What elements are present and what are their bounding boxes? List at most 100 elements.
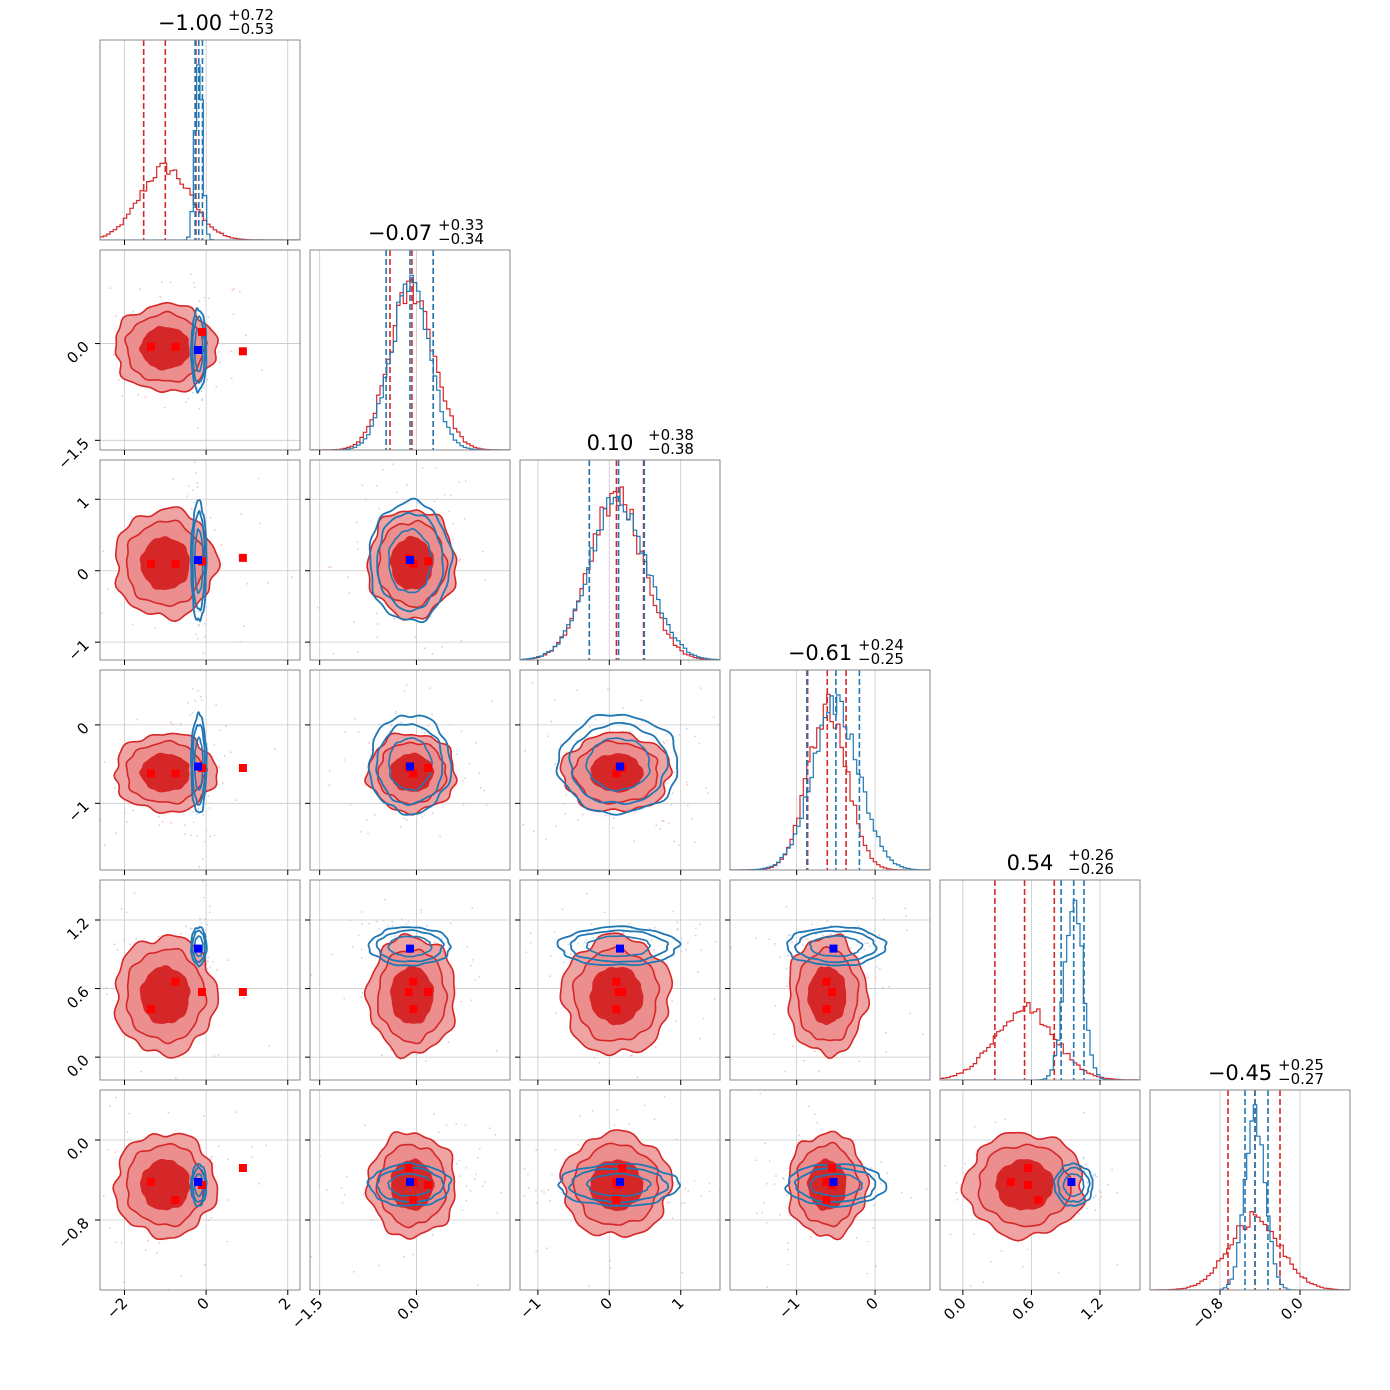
marker-series-1 bbox=[406, 1178, 414, 1186]
sample-dot-series-1 bbox=[207, 956, 210, 959]
sample-dot-series-0 bbox=[982, 1281, 985, 1284]
sample-dot-series-0 bbox=[109, 1105, 111, 1107]
sample-dot-series-1 bbox=[361, 991, 364, 994]
sample-dot-series-0 bbox=[433, 1112, 435, 1115]
sample-dot-series-0 bbox=[114, 787, 116, 789]
sample-dot-series-0 bbox=[431, 653, 434, 655]
contour-outer-series-1 bbox=[190, 926, 208, 968]
sample-dot-series-1 bbox=[204, 635, 206, 638]
sample-dot-series-1 bbox=[723, 955, 725, 957]
marker-series-0 bbox=[147, 1005, 155, 1014]
sample-dot-series-1 bbox=[443, 493, 446, 496]
panel-4-2 bbox=[515, 879, 721, 1110]
sample-dot-series-0 bbox=[209, 905, 211, 908]
marker-series-1 bbox=[1067, 1178, 1076, 1186]
contour-middle-series-1 bbox=[191, 723, 207, 806]
sample-dot-series-0 bbox=[547, 1189, 550, 1191]
panel-title-5: −0.45 +0.25−0.27 bbox=[1208, 1056, 1324, 1088]
panel-frame bbox=[99, 1089, 301, 1291]
sample-dot-series-0 bbox=[810, 1236, 812, 1238]
sample-dot-series-1 bbox=[199, 917, 201, 920]
sample-dot-series-0 bbox=[837, 1303, 839, 1305]
sample-dot-series-1 bbox=[685, 727, 688, 730]
sample-dot-series-0 bbox=[174, 1077, 177, 1079]
x-tick-label-0: 2 bbox=[275, 1294, 294, 1313]
contour-outer-series-1 bbox=[189, 307, 208, 394]
sample-dot-series-1 bbox=[675, 929, 678, 931]
sample-dot-series-1 bbox=[192, 821, 195, 824]
sample-dot-series-0 bbox=[636, 1076, 639, 1079]
sample-dot-series-0 bbox=[233, 288, 235, 290]
sample-dot-series-0 bbox=[95, 601, 97, 603]
sample-dot-series-0 bbox=[138, 288, 141, 290]
sample-dot-series-0 bbox=[475, 741, 477, 744]
title-value: −0.07 bbox=[368, 221, 432, 245]
contour-middle-series-1 bbox=[568, 722, 670, 805]
sample-dot-series-1 bbox=[378, 507, 381, 510]
sample-dot-series-1 bbox=[194, 670, 196, 672]
sample-dot-series-1 bbox=[186, 495, 189, 498]
sample-dot-series-1 bbox=[672, 955, 675, 957]
sample-dot-series-1 bbox=[197, 690, 199, 692]
sample-dot-series-0 bbox=[759, 1092, 762, 1095]
panel-3-1 bbox=[305, 669, 511, 875]
sample-dot-series-1 bbox=[478, 1147, 481, 1150]
sample-dot-series-0 bbox=[328, 770, 331, 773]
sample-dot-series-1 bbox=[906, 929, 908, 932]
y-tick-label-2: −1 bbox=[64, 636, 92, 664]
sample-dot-series-1 bbox=[554, 763, 557, 766]
sample-dot-series-0 bbox=[774, 1005, 777, 1007]
sample-dot-series-0 bbox=[826, 920, 828, 923]
sample-dot-series-0 bbox=[412, 1253, 414, 1256]
sample-dot-series-0 bbox=[885, 1031, 887, 1034]
sample-dot-series-1 bbox=[822, 934, 824, 937]
panel-5-2 bbox=[515, 1089, 721, 1295]
sample-dot-series-1 bbox=[669, 1201, 671, 1204]
sample-dot-series-0 bbox=[157, 935, 160, 938]
sample-dot-series-0 bbox=[677, 928, 679, 930]
sample-dot-series-0 bbox=[673, 771, 676, 774]
sample-dot-series-1 bbox=[196, 482, 199, 485]
sample-dot-series-1 bbox=[653, 926, 656, 929]
sample-dot-series-1 bbox=[830, 933, 832, 936]
sample-dot-series-1 bbox=[524, 749, 526, 752]
marker-series-0 bbox=[822, 1196, 831, 1204]
sample-dot-series-1 bbox=[460, 730, 463, 733]
sample-dot-series-0 bbox=[1021, 1265, 1024, 1268]
title-minus: −0.38 bbox=[648, 440, 694, 458]
title-plus: +0.24 bbox=[858, 636, 904, 654]
title-plus: +0.33 bbox=[438, 216, 484, 234]
sample-dot-series-1 bbox=[207, 795, 210, 797]
sample-dot-series-0 bbox=[370, 1219, 373, 1222]
marker-series-0 bbox=[238, 347, 247, 356]
sample-dot-series-0 bbox=[545, 838, 547, 841]
sample-dot-series-0 bbox=[439, 835, 441, 838]
sample-dot-series-0 bbox=[227, 1158, 229, 1161]
sample-dot-series-1 bbox=[206, 968, 209, 971]
sample-dot-series-0 bbox=[663, 1096, 666, 1098]
sample-dot-series-0 bbox=[196, 426, 199, 429]
sample-dot-series-0 bbox=[571, 1108, 573, 1110]
sample-dot-series-1 bbox=[536, 1202, 538, 1205]
sample-dot-series-0 bbox=[167, 812, 169, 815]
sample-dot-series-0 bbox=[381, 1054, 383, 1057]
sample-dot-series-0 bbox=[705, 787, 707, 790]
sample-dot-series-1 bbox=[367, 587, 370, 590]
sample-dot-series-1 bbox=[714, 941, 717, 944]
sample-dot-series-0 bbox=[432, 812, 434, 814]
contour-inner-series-1 bbox=[585, 935, 651, 958]
sample-dot-series-0 bbox=[102, 550, 105, 553]
marker-series-1 bbox=[616, 1178, 624, 1186]
sample-dot-series-0 bbox=[116, 949, 119, 951]
contour-inner-series-1 bbox=[387, 935, 433, 958]
sample-dot-series-0 bbox=[144, 396, 147, 398]
x-tick-label-0: −2 bbox=[103, 1294, 131, 1322]
panel-frame bbox=[309, 249, 511, 451]
sample-dot-series-1 bbox=[200, 382, 203, 385]
sample-dot-series-0 bbox=[773, 1033, 776, 1036]
sample-dot-series-1 bbox=[785, 905, 788, 908]
sample-dot-series-0 bbox=[517, 927, 519, 929]
sample-dot-series-0 bbox=[789, 934, 792, 936]
contour-outer-series-1 bbox=[366, 1161, 453, 1207]
